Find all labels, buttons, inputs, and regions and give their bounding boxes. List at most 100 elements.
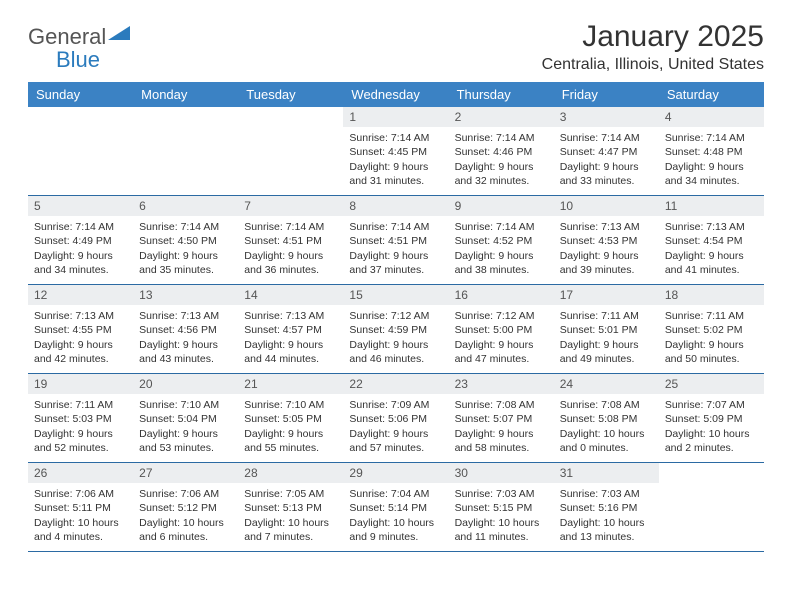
day-cell: . (28, 107, 133, 195)
day-number: 24 (554, 374, 659, 394)
sunrise-text: Sunrise: 7:13 AM (34, 309, 127, 323)
day-number: 23 (449, 374, 554, 394)
day-number: 20 (133, 374, 238, 394)
location: Centralia, Illinois, United States (542, 56, 764, 74)
sunset-text: Sunset: 4:47 PM (560, 145, 653, 159)
day-cell: 24Sunrise: 7:08 AMSunset: 5:08 PMDayligh… (554, 374, 659, 462)
sunset-text: Sunset: 5:13 PM (244, 501, 337, 515)
day-cell: 25Sunrise: 7:07 AMSunset: 5:09 PMDayligh… (659, 374, 764, 462)
day-cell: 16Sunrise: 7:12 AMSunset: 5:00 PMDayligh… (449, 285, 554, 373)
day-number: 28 (238, 463, 343, 483)
daylight-text: Daylight: 9 hours and 33 minutes. (560, 160, 653, 188)
day-number: 9 (449, 196, 554, 216)
day-cell: 10Sunrise: 7:13 AMSunset: 4:53 PMDayligh… (554, 196, 659, 284)
day-body: Sunrise: 7:11 AMSunset: 5:02 PMDaylight:… (659, 307, 764, 370)
sunrise-text: Sunrise: 7:11 AM (665, 309, 758, 323)
day-number: 4 (659, 107, 764, 127)
sunrise-text: Sunrise: 7:11 AM (560, 309, 653, 323)
day-number: 29 (343, 463, 448, 483)
day-number: 16 (449, 285, 554, 305)
sunrise-text: Sunrise: 7:03 AM (560, 487, 653, 501)
sunrise-text: Sunrise: 7:12 AM (455, 309, 548, 323)
day-number: 22 (343, 374, 448, 394)
daylight-text: Daylight: 9 hours and 31 minutes. (349, 160, 442, 188)
day-number: 5 (28, 196, 133, 216)
daylight-text: Daylight: 9 hours and 43 minutes. (139, 338, 232, 366)
month-title: January 2025 (542, 20, 764, 54)
sunset-text: Sunset: 5:16 PM (560, 501, 653, 515)
day-cell: 5Sunrise: 7:14 AMSunset: 4:49 PMDaylight… (28, 196, 133, 284)
sunrise-text: Sunrise: 7:14 AM (455, 220, 548, 234)
day-body: Sunrise: 7:04 AMSunset: 5:14 PMDaylight:… (343, 485, 448, 548)
sunset-text: Sunset: 4:51 PM (244, 234, 337, 248)
day-body: Sunrise: 7:13 AMSunset: 4:53 PMDaylight:… (554, 218, 659, 281)
day-number: 11 (659, 196, 764, 216)
day-body: Sunrise: 7:10 AMSunset: 5:04 PMDaylight:… (133, 396, 238, 459)
day-cell: 15Sunrise: 7:12 AMSunset: 4:59 PMDayligh… (343, 285, 448, 373)
sunrise-text: Sunrise: 7:07 AM (665, 398, 758, 412)
sunset-text: Sunset: 5:06 PM (349, 412, 442, 426)
sunset-text: Sunset: 5:00 PM (455, 323, 548, 337)
weekday-header: Friday (554, 82, 659, 107)
daylight-text: Daylight: 10 hours and 11 minutes. (455, 516, 548, 544)
day-body: Sunrise: 7:14 AMSunset: 4:52 PMDaylight:… (449, 218, 554, 281)
day-cell: 30Sunrise: 7:03 AMSunset: 5:15 PMDayligh… (449, 463, 554, 551)
sunrise-text: Sunrise: 7:14 AM (455, 131, 548, 145)
day-number: 8 (343, 196, 448, 216)
sunset-text: Sunset: 4:55 PM (34, 323, 127, 337)
weekday-header: Sunday (28, 82, 133, 107)
day-cell: 13Sunrise: 7:13 AMSunset: 4:56 PMDayligh… (133, 285, 238, 373)
day-number: 27 (133, 463, 238, 483)
day-cell: 4Sunrise: 7:14 AMSunset: 4:48 PMDaylight… (659, 107, 764, 195)
week-row: 19Sunrise: 7:11 AMSunset: 5:03 PMDayligh… (28, 374, 764, 463)
day-body: Sunrise: 7:14 AMSunset: 4:51 PMDaylight:… (343, 218, 448, 281)
daylight-text: Daylight: 9 hours and 37 minutes. (349, 249, 442, 277)
header: General Blue January 2025 Centralia, Ill… (28, 20, 764, 74)
weeks-container: ...1Sunrise: 7:14 AMSunset: 4:45 PMDayli… (28, 107, 764, 552)
day-body: Sunrise: 7:14 AMSunset: 4:48 PMDaylight:… (659, 129, 764, 192)
day-body: Sunrise: 7:13 AMSunset: 4:56 PMDaylight:… (133, 307, 238, 370)
day-cell: 1 Sunrise: 7:14 AMSunset: 4:45 PMDaylight… (343, 107, 448, 195)
daylight-text: Daylight: 9 hours and 46 minutes. (349, 338, 442, 366)
day-number: 13 (133, 285, 238, 305)
sunrise-text: Sunrise: 7:10 AM (244, 398, 337, 412)
sunrise-text: Sunrise: 7:14 AM (139, 220, 232, 234)
sunrise-text: Sunrise: 7:14 AM (244, 220, 337, 234)
sunset-text: Sunset: 4:48 PM (665, 145, 758, 159)
day-body: Sunrise: 7:12 AMSunset: 4:59 PMDaylight:… (343, 307, 448, 370)
weekday-header: Monday (133, 82, 238, 107)
day-cell: 20Sunrise: 7:10 AMSunset: 5:04 PMDayligh… (133, 374, 238, 462)
day-number: 18 (659, 285, 764, 305)
daylight-text: Daylight: 9 hours and 49 minutes. (560, 338, 653, 366)
day-body: Sunrise: 7:08 AMSunset: 5:08 PMDaylight:… (554, 396, 659, 459)
sunrise-text: Sunrise: 7:11 AM (34, 398, 127, 412)
day-number: 2 (449, 107, 554, 127)
daylight-text: Daylight: 9 hours and 38 minutes. (455, 249, 548, 277)
sunrise-text: Sunrise: 7:14 AM (665, 131, 758, 145)
day-cell: 26Sunrise: 7:06 AMSunset: 5:11 PMDayligh… (28, 463, 133, 551)
day-cell: 18Sunrise: 7:11 AMSunset: 5:02 PMDayligh… (659, 285, 764, 373)
logo: General Blue (28, 20, 130, 72)
day-cell: 23Sunrise: 7:08 AMSunset: 5:07 PMDayligh… (449, 374, 554, 462)
day-body: Sunrise: 7:10 AMSunset: 5:05 PMDaylight:… (238, 396, 343, 459)
sunset-text: Sunset: 4:45 PM (349, 145, 442, 159)
week-row: 26Sunrise: 7:06 AMSunset: 5:11 PMDayligh… (28, 463, 764, 552)
sunrise-text: Sunrise: 7:04 AM (349, 487, 442, 501)
weekday-header: Saturday (659, 82, 764, 107)
daylight-text: Daylight: 10 hours and 0 minutes. (560, 427, 653, 455)
daylight-text: Daylight: 9 hours and 55 minutes. (244, 427, 337, 455)
sunset-text: Sunset: 4:59 PM (349, 323, 442, 337)
sunrise-text: Sunrise: 7:08 AM (455, 398, 548, 412)
day-number: 1 (343, 107, 448, 127)
sunset-text: Sunset: 5:04 PM (139, 412, 232, 426)
daylight-text: Daylight: 9 hours and 36 minutes. (244, 249, 337, 277)
day-cell: . (659, 463, 764, 551)
day-cell: 19Sunrise: 7:11 AMSunset: 5:03 PMDayligh… (28, 374, 133, 462)
day-cell: 9Sunrise: 7:14 AMSunset: 4:52 PMDaylight… (449, 196, 554, 284)
day-body: Sunrise: 7:13 AMSunset: 4:57 PMDaylight:… (238, 307, 343, 370)
day-number: 25 (659, 374, 764, 394)
daylight-text: Daylight: 9 hours and 53 minutes. (139, 427, 232, 455)
sunrise-text: Sunrise: 7:14 AM (349, 131, 442, 145)
sunrise-text: Sunrise: 7:14 AM (34, 220, 127, 234)
day-cell: 7Sunrise: 7:14 AMSunset: 4:51 PMDaylight… (238, 196, 343, 284)
